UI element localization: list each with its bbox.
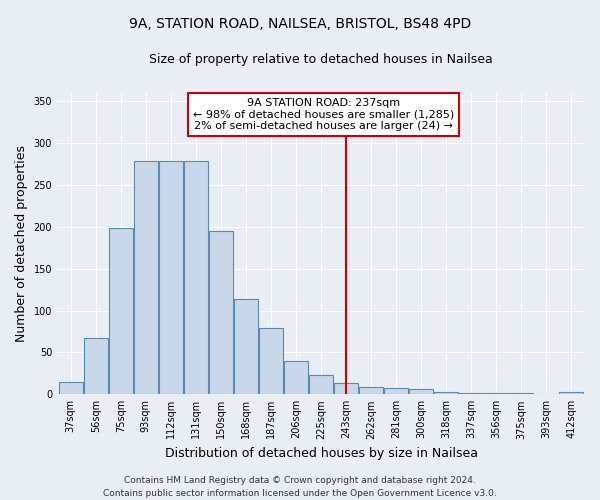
Bar [309,375,333,394]
Bar [59,382,83,394]
Bar [334,384,358,394]
Text: 9A, STATION ROAD, NAILSEA, BRISTOL, BS48 4PD: 9A, STATION ROAD, NAILSEA, BRISTOL, BS48… [129,18,471,32]
Bar [84,338,108,394]
X-axis label: Distribution of detached houses by size in Nailsea: Distribution of detached houses by size … [164,447,478,460]
Text: Contains HM Land Registry data © Crown copyright and database right 2024.
Contai: Contains HM Land Registry data © Crown c… [103,476,497,498]
Bar [234,299,258,394]
Bar [259,328,283,394]
Title: Size of property relative to detached houses in Nailsea: Size of property relative to detached ho… [149,52,493,66]
Bar [459,392,483,394]
Bar [159,161,183,394]
Bar [284,361,308,394]
Bar [559,392,583,394]
Bar [409,390,433,394]
Bar [184,161,208,394]
Bar [209,231,233,394]
Bar [359,387,383,394]
Y-axis label: Number of detached properties: Number of detached properties [15,145,28,342]
Bar [134,161,158,394]
Bar [109,228,133,394]
Bar [434,392,458,394]
Text: 9A STATION ROAD: 237sqm
← 98% of detached houses are smaller (1,285)
2% of semi-: 9A STATION ROAD: 237sqm ← 98% of detache… [193,98,454,131]
Bar [384,388,408,394]
